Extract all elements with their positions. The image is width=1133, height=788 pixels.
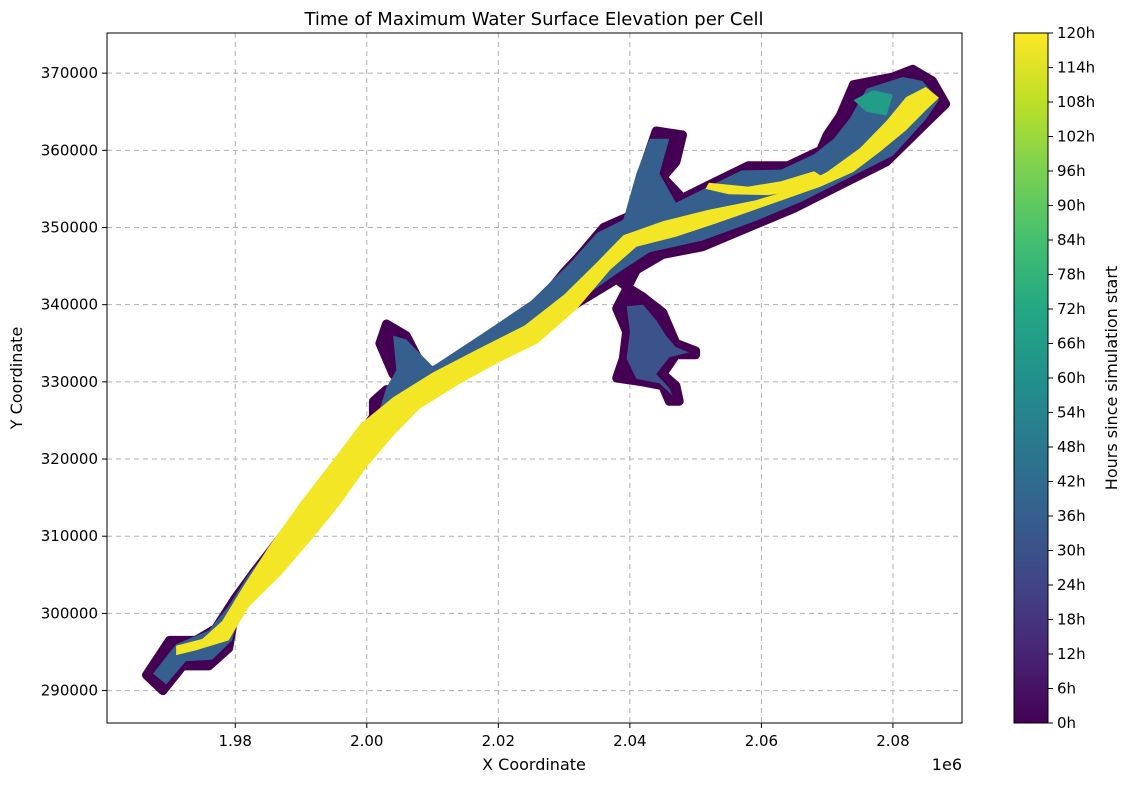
colorbar-tick-label: 114h — [1057, 59, 1095, 77]
colorbar-tick-label: 84h — [1057, 231, 1086, 249]
colorbar-tick-label: 120h — [1057, 24, 1095, 42]
y-tick-label: 310000 — [41, 527, 98, 545]
colorbar-tick-label: 48h — [1057, 438, 1086, 456]
region-upper-pool — [853, 90, 893, 116]
x-tick-label: 2.06 — [745, 732, 778, 750]
y-tick-label: 350000 — [41, 218, 98, 236]
colorbar-tick-label: 90h — [1057, 197, 1086, 215]
flood-map — [142, 64, 951, 696]
x-axis-offset-label: 1e6 — [932, 755, 962, 774]
chart-title: Time of Maximum Water Surface Elevation … — [303, 9, 763, 30]
colorbar-tick-label: 102h — [1057, 128, 1095, 146]
colorbar-tick-label: 12h — [1057, 645, 1086, 663]
colorbar-label: Hours since simulation start — [1102, 266, 1121, 490]
x-tick-label: 2.00 — [350, 732, 383, 750]
region-floodplain-mid — [153, 77, 939, 685]
y-tick-label: 320000 — [41, 450, 98, 468]
colorbar-tick-label: 54h — [1057, 404, 1086, 422]
y-tick-label: 300000 — [41, 604, 98, 622]
x-tick-label: 2.08 — [876, 732, 909, 750]
colorbar-tick-label: 18h — [1057, 611, 1086, 629]
colorbar-tick-label: 96h — [1057, 162, 1086, 180]
colorbar-tick-label: 30h — [1057, 542, 1086, 560]
colorbar-tick-label: 6h — [1057, 680, 1076, 698]
y-tick-label: 290000 — [41, 682, 98, 700]
colorbar-tick-label: 72h — [1057, 300, 1086, 318]
y-axis-ticks: 290000 300000 310000 320000 330000 340000 3500… — [41, 64, 107, 700]
x-tick-label: 2.04 — [613, 732, 646, 750]
y-tick-label: 370000 — [41, 64, 98, 82]
region-channel-late — [176, 87, 940, 656]
colorbar-tick-label: 108h — [1057, 93, 1095, 111]
colorbar-tick-label: 66h — [1057, 335, 1086, 353]
region-south-branch — [626, 304, 690, 396]
x-tick-label: 1.98 — [219, 732, 252, 750]
y-tick-label: 360000 — [41, 141, 98, 159]
colorbar-tick-label: 24h — [1057, 576, 1086, 594]
y-axis-label: Y Coordinate — [7, 327, 26, 431]
colorbar-tick-label: 0h — [1057, 714, 1076, 732]
plot-frame — [106, 32, 963, 724]
colorbar — [1013, 32, 1049, 724]
colorbar-tick-label: 60h — [1057, 369, 1086, 387]
region-upper-bend — [705, 171, 828, 196]
colorbar-tick-label: 36h — [1057, 507, 1086, 525]
x-tick-label: 2.02 — [482, 732, 515, 750]
y-tick-label: 340000 — [41, 296, 98, 314]
colorbar-tick-label: 42h — [1057, 473, 1086, 491]
colorbar-ticks: 0h 6h 12h 18h 24h 30h 36h 42h 48h 54h 60h 66h 72h 78h… — [1048, 24, 1095, 732]
x-axis-ticks: 1.98 2.00 2.02 2.04 2.06 2.08 — [219, 723, 910, 750]
y-tick-label: 330000 — [41, 373, 98, 391]
x-axis-label: X Coordinate — [482, 755, 586, 774]
colorbar-tick-label: 78h — [1057, 266, 1086, 284]
